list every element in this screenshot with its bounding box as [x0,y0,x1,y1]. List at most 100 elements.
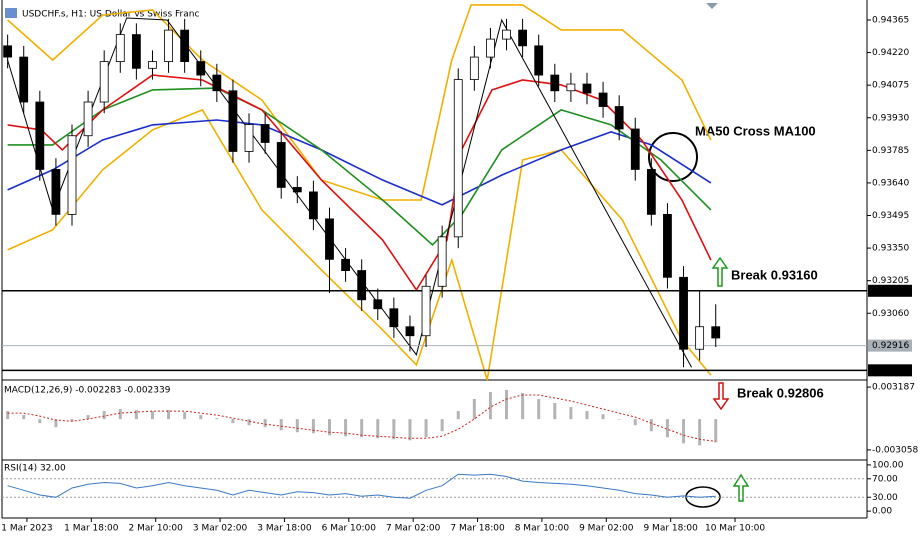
candle-body [19,56,29,103]
y-tick-label: 0.93785 [872,146,909,156]
histogram-bar [6,411,10,420]
histogram-bar [22,415,26,420]
candle-body [164,29,173,62]
y-tick-label: 0.93930 [872,113,909,123]
level-box [868,364,912,377]
candle-body [502,29,511,40]
histogram-bar [456,411,460,420]
histogram-bar [70,419,74,422]
rsi-label: RSI(14) 32.00 [4,464,66,474]
y-tick-label: 0.93495 [872,211,909,221]
candle-body [646,169,656,215]
histogram-bar [183,412,187,420]
histogram-bar [472,399,476,420]
down-arrow [712,382,730,411]
candle-body [51,169,61,215]
candle-body [550,74,560,92]
histogram-bar [537,399,541,420]
level-label: 0.92916 [872,341,909,351]
x-tick-label: 2 Mar 10:00 [129,524,184,534]
histogram-bar [617,419,621,420]
y-tick-label: 0.94365 [872,16,909,26]
histogram-bar [633,419,637,426]
histogram-bar [134,410,138,420]
line [7,119,712,206]
histogram-bar [215,418,219,420]
y-tick-label: 0.00 [872,507,892,517]
candle-body [389,308,399,328]
candle-body [35,101,45,170]
y-tick-label: 0.93350 [872,244,909,254]
candle-body [131,34,141,69]
x-tick-label: 1 Mar 2023 [1,524,52,534]
candle-body [518,29,528,47]
annotation: MA50 Cross MA100 [695,123,816,138]
x-tick-label: 3 Mar 02:00 [193,524,248,534]
histogram-bar [698,419,702,446]
candle-body [582,83,592,94]
histogram-bar [167,410,171,420]
histogram-bar [714,419,718,443]
histogram-bar [279,419,283,431]
histogram-bar [649,419,653,432]
histogram-bar [585,411,589,420]
candle-body [357,270,367,301]
histogram-bar [38,419,42,424]
candle-body [180,29,190,62]
up-arrow [711,256,729,287]
histogram-bar [54,419,58,428]
histogram-bar [521,392,525,420]
histogram-bar [150,411,154,420]
annotation: Break 0.92806 [737,385,824,400]
histogram-bar [247,419,251,426]
candle-body [228,90,238,152]
histogram-bar [488,391,492,420]
candle-body [276,142,286,188]
y-tick-label: 70.00 [872,474,898,484]
line [7,394,716,442]
candle-body [711,326,721,339]
up-arrow [732,473,750,502]
histogram-bar [86,415,90,420]
histogram-bar [311,419,315,434]
candle-body [260,124,270,143]
histogram-bar [360,419,364,438]
candle-body [486,38,495,58]
histogram-bar [665,419,669,438]
histogram-bar [408,419,412,441]
histogram-bar [295,419,299,433]
histogram-bar [682,419,686,444]
histogram-bar [344,419,348,437]
candle-body [437,236,447,287]
candle-body [196,61,206,76]
line [7,87,712,247]
level-label: 0.92806 [872,366,909,376]
candle-body [308,191,318,220]
candle-body [83,101,93,137]
y-tick-label: 0.93060 [872,309,909,319]
histogram-bar [231,419,235,424]
candle-body [566,83,576,92]
histogram-bar [569,407,573,420]
candle-body [373,299,383,310]
x-tick-label: 10 Mar 10:00 [705,524,765,534]
candle-body [292,187,302,193]
histogram-bar [376,419,380,439]
candle-body [212,74,222,92]
x-tick-label: 7 Mar 18:00 [450,524,505,534]
candle-body [421,285,431,337]
y-tick-label: 0.94075 [872,81,909,91]
annotation: Break 0.93160 [731,267,818,282]
level-label: 0.93160 [872,286,909,296]
candle-body [115,34,125,62]
histogram-bar [505,389,509,420]
histogram-bar [199,415,203,420]
line [7,473,716,499]
candle-body [534,45,544,76]
histogram-bar [327,419,331,436]
histogram-bar [553,403,557,420]
histogram-bar [392,419,396,440]
y-tick-label: -0.003058 [872,445,918,455]
candle-body [614,106,624,130]
x-tick-label: 1 Mar 18:00 [64,524,119,534]
